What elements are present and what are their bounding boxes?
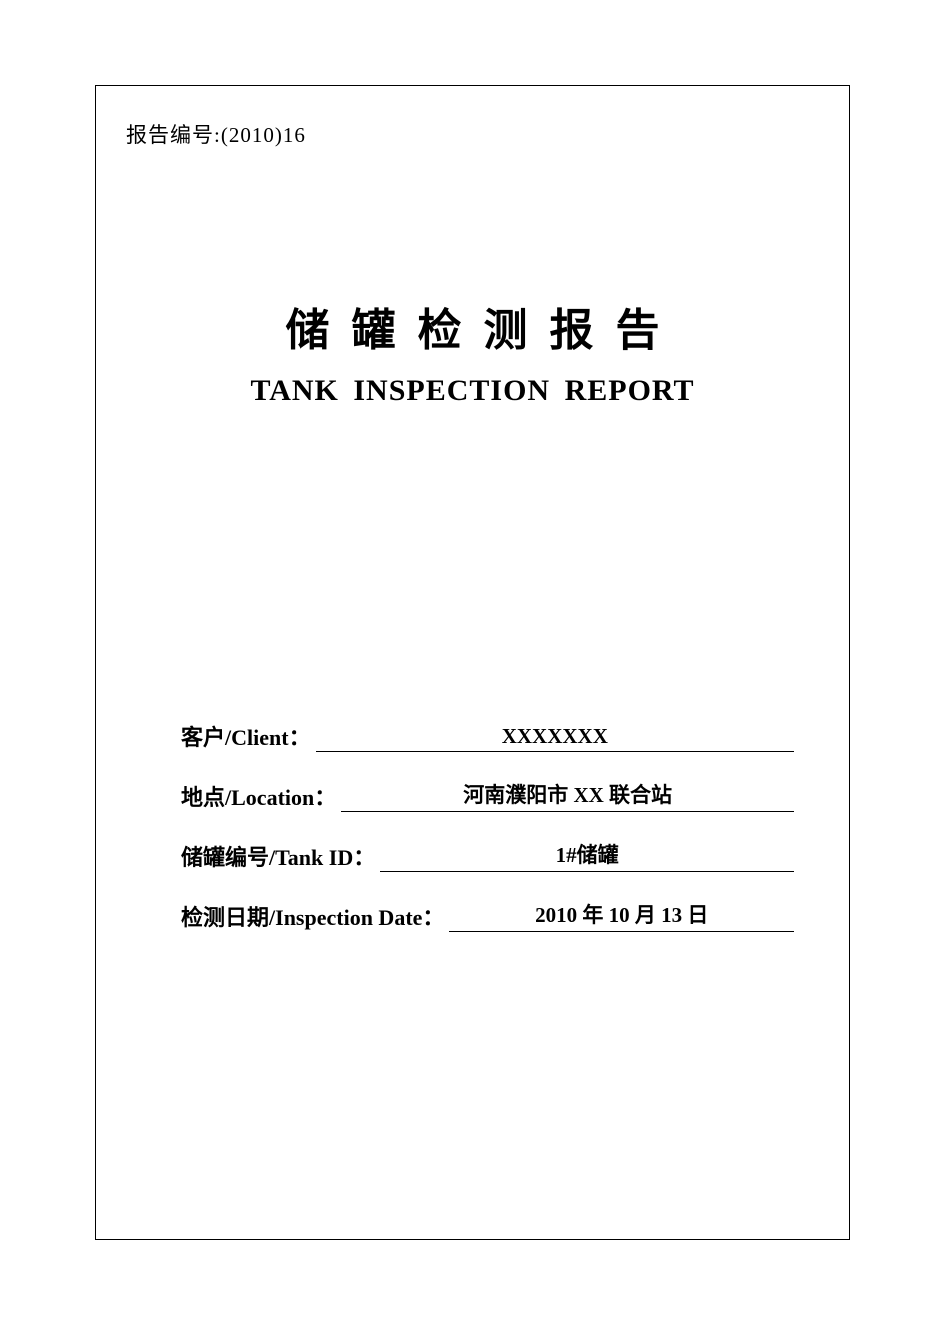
- location-label: 地点/Location：: [181, 780, 336, 812]
- title-english: TANK INSPECTION REPORT: [126, 374, 819, 408]
- location-value: 河南濮阳市 XX 联合站: [463, 783, 672, 807]
- info-section: 客户/Client： XXXXXXX 地点/Location： 河南濮阳市 XX…: [181, 718, 794, 932]
- document-frame: 报告编号:(2010)16 储罐检测报告 TANK INSPECTION REP…: [95, 85, 850, 1240]
- client-row: 客户/Client： XXXXXXX: [181, 718, 794, 752]
- client-label: 客户/Client：: [181, 720, 311, 752]
- client-value: XXXXXXX: [502, 724, 608, 748]
- location-value-line: 河南濮阳市 XX 联合站: [341, 779, 794, 812]
- inspection-date-value-line: 2010 年 10 月 13 日: [449, 899, 794, 932]
- report-number-value: (2010)16: [221, 123, 306, 147]
- inspection-date-label: 检测日期/Inspection Date：: [181, 900, 444, 932]
- tank-id-label: 储罐编号/Tank ID：: [181, 840, 375, 872]
- inspection-date-row: 检测日期/Inspection Date： 2010 年 10 月 13 日: [181, 898, 794, 932]
- inspection-date-value: 2010 年 10 月 13 日: [535, 903, 708, 927]
- tank-id-value-line: 1#储罐: [380, 839, 794, 872]
- title-chinese: 储罐检测报告: [126, 294, 819, 358]
- report-number: 报告编号:(2010)16: [126, 119, 819, 149]
- location-row: 地点/Location： 河南濮阳市 XX 联合站: [181, 778, 794, 812]
- title-section: 储罐检测报告 TANK INSPECTION REPORT: [126, 294, 819, 408]
- tank-id-row: 储罐编号/Tank ID： 1#储罐: [181, 838, 794, 872]
- tank-id-value: 1#储罐: [556, 843, 619, 867]
- client-value-line: XXXXXXX: [316, 724, 794, 752]
- report-number-label: 报告编号:: [126, 123, 221, 147]
